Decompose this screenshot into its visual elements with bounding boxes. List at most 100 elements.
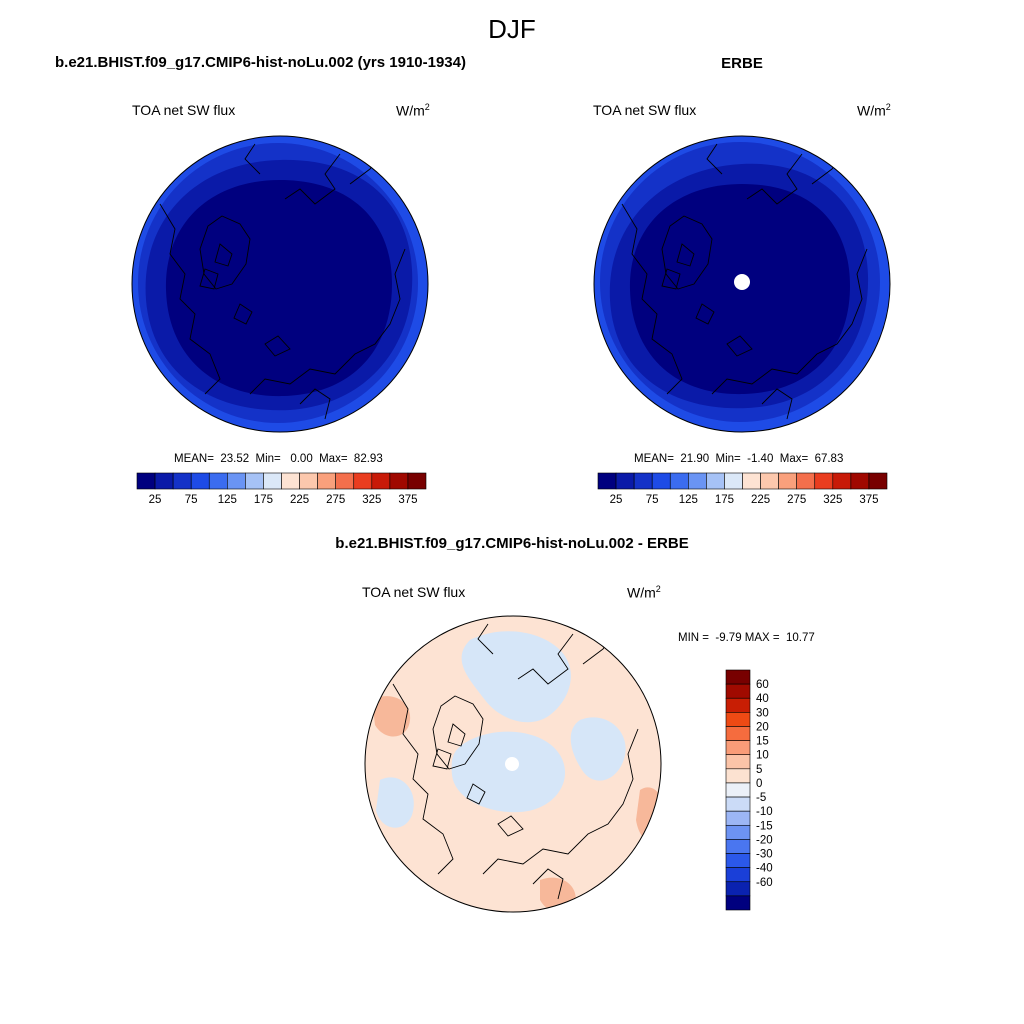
obs-panel-title: ERBE — [721, 55, 763, 72]
obs-stats: MEAN= 21.90 Min= -1.40 Max= 67.83 — [634, 453, 844, 465]
colorbar-tick-label: -40 — [756, 863, 773, 875]
colorbar-tick-label: 125 — [218, 494, 237, 506]
colorbar-box — [281, 472, 300, 490]
colorbar-box — [725, 669, 751, 685]
obs-polar-map — [594, 136, 890, 432]
colorbar-tick-label: 75 — [646, 494, 659, 506]
colorbar-tick-label: 375 — [859, 494, 878, 506]
model-colorbar: 25 75 125 175 225 275 325 375 — [136, 472, 427, 506]
diff-negative-patch — [461, 631, 571, 723]
colorbar-tick-label: 15 — [756, 736, 769, 748]
model-polar-map — [132, 136, 428, 432]
colorbar-tick-label: -15 — [756, 820, 773, 832]
colorbar-tick-label: 325 — [362, 494, 381, 506]
diff-negative-patch — [376, 777, 414, 828]
diff-units-base: W/m — [627, 584, 656, 601]
colorbar-box — [724, 472, 743, 490]
colorbar-box — [725, 796, 751, 812]
colorbar-tick-label: 60 — [756, 679, 769, 691]
colorbar-box — [760, 472, 779, 490]
obs-units-base: W/m — [857, 102, 886, 119]
colorbar-box — [725, 754, 751, 770]
colorbar-box — [227, 472, 246, 490]
colorbar-box — [850, 472, 870, 490]
colorbar-box — [725, 810, 751, 826]
diff-positive-patch — [372, 696, 411, 737]
colorbar-box — [299, 472, 318, 490]
colorbar-tick-label: 175 — [715, 494, 734, 506]
diff-map-border — [364, 615, 662, 913]
colorbar-tick-label: 30 — [756, 707, 769, 719]
colorbar-box — [615, 472, 635, 490]
obs-colorbar: 25 75 125 175 225 275 325 375 — [597, 472, 888, 506]
colorbar-box — [245, 472, 264, 490]
obs-units-exp: 2 — [885, 102, 891, 112]
colorbar-box — [651, 472, 671, 490]
model-units-base: W/m — [396, 102, 425, 119]
colorbar-box — [725, 740, 751, 756]
colorbar-box — [317, 472, 336, 490]
colorbar-box — [389, 472, 409, 490]
diff-panel-title: b.e21.BHIST.f09_g17.CMIP6-hist-noLu.002 … — [335, 535, 689, 552]
colorbar-box — [796, 472, 816, 490]
diff-units-label: W/m2 — [627, 584, 661, 601]
obs-polar-gap — [734, 274, 750, 290]
colorbar-box — [154, 472, 174, 490]
colorbar-tick-label: 25 — [149, 494, 162, 506]
model-stats: MEAN= 23.52 Min= 0.00 Max= 82.93 — [174, 453, 383, 465]
colorbar-tick-label: 10 — [756, 750, 769, 762]
model-units-label: W/m2 — [396, 102, 430, 119]
colorbar-box — [814, 472, 834, 490]
colorbar-tick-label: 20 — [756, 721, 769, 733]
colorbar-tick-label: 25 — [610, 494, 623, 506]
colorbar-box — [597, 472, 617, 490]
model-core — [165, 180, 392, 397]
colorbar-box — [371, 472, 391, 490]
colorbar-tick-label: 40 — [756, 693, 769, 705]
colorbar-box — [725, 697, 751, 713]
colorbar-box — [688, 472, 707, 490]
colorbar-box — [353, 472, 373, 490]
colorbar-box — [725, 824, 751, 840]
colorbar-box — [208, 472, 228, 490]
colorbar-box — [742, 472, 761, 490]
diff-stats: MIN = -9.79 MAX = 10.77 — [678, 632, 815, 644]
colorbar-box — [136, 472, 156, 490]
colorbar-tick-label: 5 — [756, 764, 762, 776]
colorbar-box — [190, 472, 210, 490]
colorbar-box — [725, 782, 751, 798]
model-map-border — [131, 135, 429, 433]
model-units-exp: 2 — [424, 102, 430, 112]
colorbar-tick-label: -30 — [756, 849, 773, 861]
colorbar-box — [832, 472, 852, 490]
diff-negative-patch — [451, 731, 566, 813]
colorbar-box — [669, 472, 689, 490]
figure-title: DJF — [488, 14, 536, 44]
colorbar-tick-label: 375 — [398, 494, 417, 506]
colorbar-box — [868, 472, 888, 490]
colorbar-tick-label: 0 — [756, 778, 762, 790]
colorbar-box — [335, 472, 355, 490]
colorbar-box — [725, 853, 751, 868]
colorbar-tick-label: -5 — [756, 792, 766, 804]
colorbar-box — [725, 712, 751, 727]
colorbar-tick-label: 225 — [751, 494, 770, 506]
colorbar-tick-label: -60 — [756, 877, 773, 889]
colorbar-tick-label: 125 — [679, 494, 698, 506]
colorbar-box — [263, 472, 282, 490]
diff-polar-map — [365, 616, 661, 912]
colorbar-box — [407, 472, 427, 490]
diff-variable-label: TOA net SW flux — [362, 584, 466, 600]
colorbar-box — [725, 867, 751, 883]
colorbar-box — [706, 472, 725, 490]
colorbar-tick-label: 175 — [254, 494, 273, 506]
diff-colorbar: 60 40 30 20 15 10 5 0 -5 -10 -15 -20 -30 -40 -60 — [725, 669, 773, 911]
model-panel-title: b.e21.BHIST.f09_g17.CMIP6-hist-noLu.002 … — [55, 54, 466, 71]
obs-variable-label: TOA net SW flux — [593, 102, 697, 118]
colorbar-box — [172, 472, 192, 490]
colorbar-box — [633, 472, 653, 490]
obs-map-border — [593, 135, 891, 433]
colorbar-tick-label: -10 — [756, 806, 773, 818]
colorbar-box — [778, 472, 797, 490]
